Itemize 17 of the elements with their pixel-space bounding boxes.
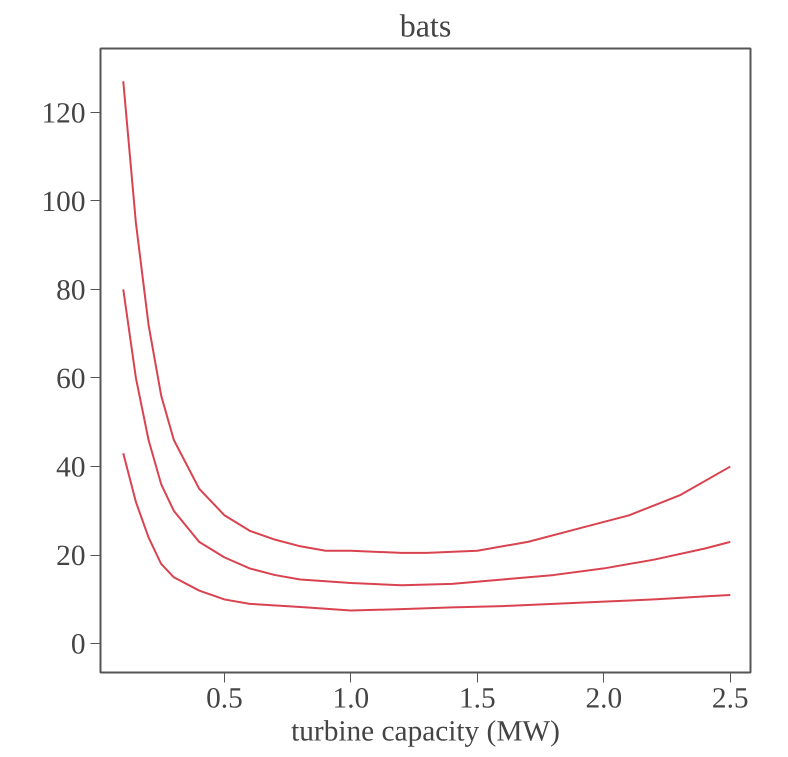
y-tick-label: 80 (56, 274, 86, 306)
x-tick-label: 1.0 (332, 682, 370, 714)
chart-title: bats (400, 8, 452, 44)
x-tick-label: 2.5 (712, 682, 749, 714)
line-series (122, 80, 732, 554)
x-tick-label: 0.5 (206, 682, 243, 714)
x-axis-title: turbine capacity (MW) (291, 716, 560, 748)
x-tick-label: 1.5 (459, 682, 496, 714)
y-tick-label: 100 (42, 186, 86, 218)
y-tick-label: 120 (42, 97, 86, 130)
x-tick-label: 2.0 (585, 682, 622, 714)
y-tick-label: 60 (56, 362, 86, 395)
line-series (122, 452, 732, 612)
y-tick-label: 40 (56, 452, 86, 484)
y-tick-label: 0 (70, 628, 86, 661)
line-series (122, 288, 732, 586)
y-tick-label: 20 (56, 540, 86, 572)
